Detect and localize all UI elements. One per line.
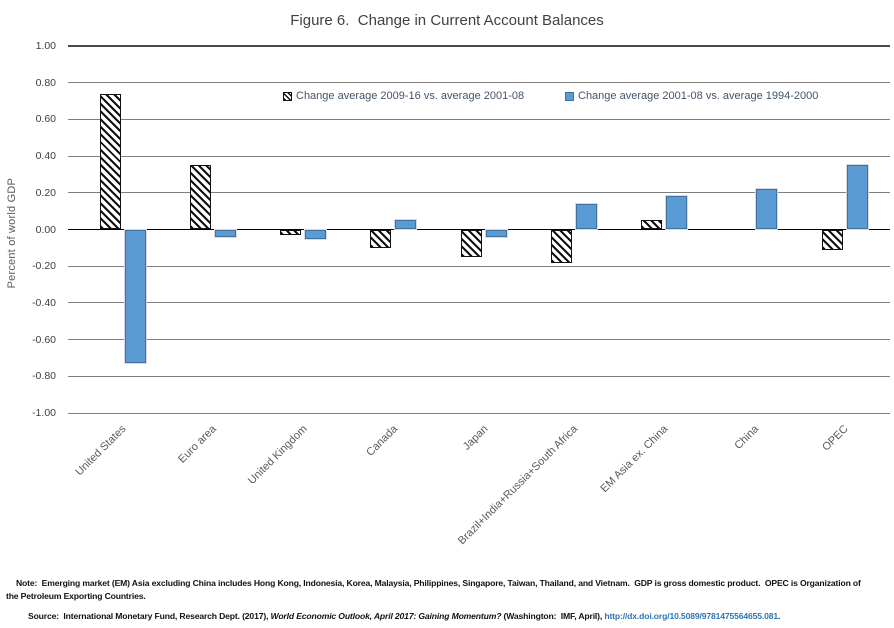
x-category-label-japan: Japan	[460, 423, 490, 453]
source-doi-link[interactable]: http://dx.doi.org/10.5089/9781475564655.…	[604, 611, 779, 621]
bar-opec-series2	[846, 165, 868, 230]
x-category-label-united-kingdom: United Kingdom	[245, 423, 310, 487]
y-tick-label--0.20: -0.20	[32, 260, 56, 273]
legend-item-2001-08: Change average 2001-08 vs. average 1994-…	[565, 90, 818, 102]
gridline--0.60	[68, 339, 890, 341]
y-tick-label--0.40: -0.40	[32, 296, 56, 309]
y-tick-label-0.60: 0.60	[35, 113, 56, 126]
chart-title: Figure 6. Change in Current Account Bala…	[290, 12, 604, 29]
source-text: Source: International Monetary Fund, Res…	[6, 611, 886, 621]
x-category-label-em-asia-ex-china: EM Asia ex. China	[598, 423, 671, 496]
y-tick-label--1.00: -1.00	[32, 407, 56, 419]
gridline--0.40	[68, 302, 890, 304]
legend-label-2001-08: Change average 2001-08 vs. average 1994-…	[578, 90, 819, 102]
bar-canada-series2	[395, 220, 417, 230]
x-category-label-china: China	[731, 423, 761, 452]
note-text: Note: Emerging market (EM) Asia excludin…	[6, 578, 863, 602]
bar-china-series2	[756, 189, 778, 230]
legend-label-2009-16: Change average 2009-16 vs. average 2001-…	[296, 90, 525, 102]
legend-marker-blue-icon	[565, 91, 574, 101]
gridline--1.00	[68, 412, 890, 414]
x-category-label-euro-area: Euro area	[176, 423, 220, 466]
source-publication-title: World Economic Outlook, April 2017: Gain…	[270, 611, 502, 621]
x-category-label-united-states: United States	[73, 423, 129, 479]
bar-united-kingdom-series2	[305, 229, 326, 239]
source-prefix: Source: International Monetary Fund, Res…	[28, 611, 271, 621]
bar-brazil-india-russia-south-africa-series1	[550, 229, 572, 263]
y-tick-label-0.80: 0.80	[35, 76, 56, 89]
y-tick-label--0.60: -0.60	[32, 333, 56, 346]
y-tick-label-1.00: 1.00	[35, 40, 56, 52]
bar-brazil-india-russia-south-africa-series2	[575, 203, 597, 230]
y-tick-label--0.80: -0.80	[32, 370, 56, 383]
bar-em-asia-ex-china-series1	[641, 220, 662, 230]
gridline-0.80	[68, 82, 890, 84]
source-suffix: .	[778, 611, 781, 621]
bar-united-states-series1	[99, 93, 121, 230]
x-category-label-opec: OPEC	[820, 423, 851, 454]
y-tick-label-0.20: 0.20	[35, 186, 56, 199]
gridline-1.00	[68, 45, 890, 47]
bar-canada-series1	[370, 229, 392, 248]
bar-japan-series1	[460, 229, 482, 258]
legend-marker-hatched-icon	[283, 91, 292, 101]
gridline-0.60	[68, 118, 890, 120]
bar-japan-series2	[485, 229, 507, 237]
bar-em-asia-ex-china-series2	[666, 196, 687, 230]
bar-united-kingdom-series1	[280, 229, 301, 235]
legend-item-2009-16: Change average 2009-16 vs. average 2001-…	[283, 90, 524, 102]
gridline-0.40	[68, 155, 890, 157]
bar-euro-area-series2	[214, 229, 236, 237]
bar-opec-series1	[821, 229, 843, 250]
bar-united-states-series2	[124, 229, 146, 364]
source-middle: (Washington: IMF, April),	[501, 611, 605, 621]
gridline--0.20	[68, 265, 890, 267]
gridline--0.80	[68, 375, 890, 377]
plot-area: Change average 2009-16 vs. average 2001-…	[68, 45, 890, 547]
bar-euro-area-series1	[189, 165, 211, 230]
y-tick-label-0.40: 0.40	[35, 150, 56, 163]
gridline-0.20	[68, 192, 890, 194]
y-tick-label-0.00: 0.00	[35, 223, 56, 236]
y-axis-tick-labels: 1.00 0.80 0.60 0.40 0.20 0.00 -0.20 -0.40 -0.60 -…	[0, 40, 60, 419]
x-category-label-canada: Canada	[363, 423, 400, 459]
